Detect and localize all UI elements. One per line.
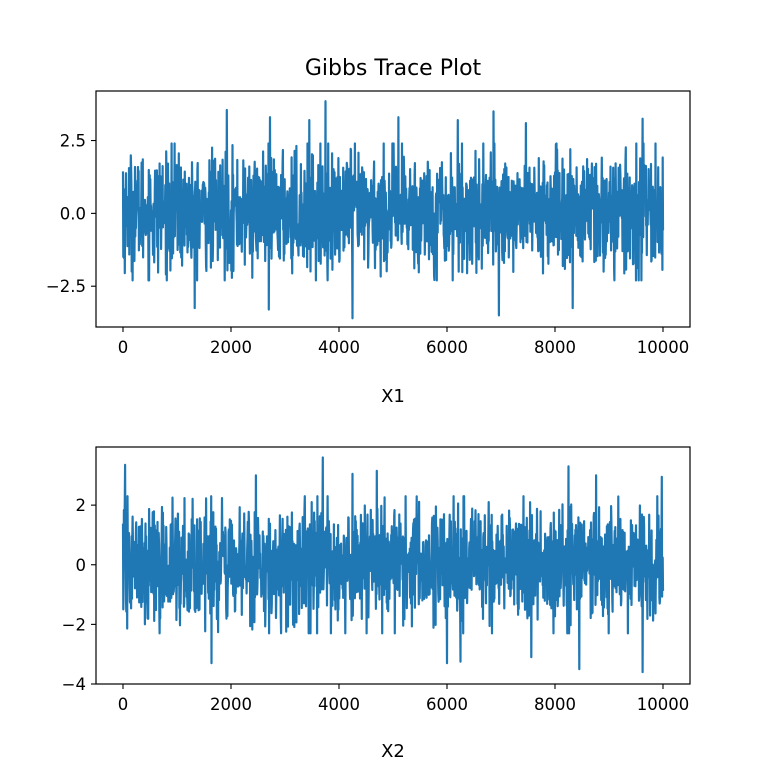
x-axis-x2: 0 2000 4000 6000 8000 10000 [118,684,690,714]
y-tick-label: 0.0 [60,204,86,223]
subplot-x2: 0 2000 4000 6000 8000 10000 −4 −2 0 2 X2 [62,446,691,762]
series-line-x2 [121,456,665,674]
trace-line [121,456,665,674]
x-axis-x1: 0 2000 4000 6000 8000 10000 [118,327,690,357]
y-tick-label: 2.5 [60,132,86,151]
y-tick-label: −2 [62,615,86,634]
x-tick-label: 10000 [637,338,690,357]
x-tick-label: 10000 [637,695,690,714]
x-tick-label: 0 [118,338,129,357]
x-tick-label: 2000 [210,695,252,714]
subplot-x1: 0 2000 4000 6000 8000 10000 −2.5 0.0 2.5 X1 [46,90,691,407]
axes-frame-x1 [95,90,691,328]
x-axis-label-x1: X1 [381,386,405,407]
chart-title: Gibbs Trace Plot [305,56,482,81]
trace-line [121,100,665,320]
y-tick-label: 2 [76,496,87,515]
series-line-x1 [121,100,665,320]
axes-frame-x2 [95,446,691,685]
x-tick-label: 6000 [426,695,468,714]
x-axis-label-x2: X2 [381,741,405,762]
x-tick-label: 2000 [210,338,252,357]
x-tick-label: 6000 [426,338,468,357]
y-axis-x2: −4 −2 0 2 [62,496,96,694]
x-tick-label: 8000 [534,338,576,357]
y-tick-label: −2.5 [46,277,86,296]
x-tick-label: 4000 [318,695,360,714]
y-axis-x1: −2.5 0.0 2.5 [46,132,96,296]
x-tick-label: 0 [118,695,129,714]
x-tick-label: 8000 [534,695,576,714]
x-tick-label: 4000 [318,338,360,357]
y-tick-label: 0 [76,556,87,575]
y-tick-label: −4 [62,675,86,694]
